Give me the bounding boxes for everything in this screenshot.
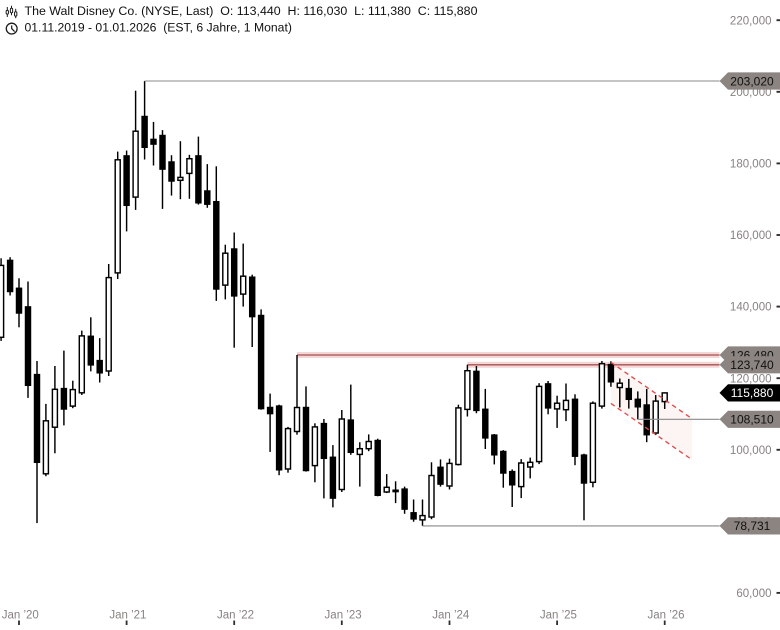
svg-text:60,000: 60,000 — [736, 588, 771, 600]
svg-text:115,880: 115,880 — [731, 386, 774, 400]
svg-text:Jan ’24: Jan ’24 — [432, 610, 470, 622]
svg-text:Jan ’26: Jan ’26 — [647, 610, 684, 622]
svg-text:120,000: 120,000 — [730, 373, 772, 385]
svg-text:01.11.2019 - 01.01.2026 (EST,: 01.11.2019 - 01.01.2026 (EST, 6 Jahre, 1… — [25, 21, 292, 35]
svg-text:123,740: 123,740 — [730, 358, 774, 372]
svg-text:203,020: 203,020 — [730, 74, 774, 88]
svg-text:Jan ’21: Jan ’21 — [109, 610, 146, 622]
svg-text:160,000: 160,000 — [730, 230, 772, 242]
svg-text:140,000: 140,000 — [730, 302, 772, 314]
svg-text:220,000: 220,000 — [730, 15, 772, 27]
svg-text:100,000: 100,000 — [730, 445, 772, 457]
svg-text:200,000: 200,000 — [730, 87, 772, 99]
svg-text:78,731: 78,731 — [734, 519, 771, 533]
svg-text:Jan ’22: Jan ’22 — [217, 610, 254, 622]
svg-text:The Walt Disney Co. (NYSE, Las: The Walt Disney Co. (NYSE, Last) O: 113,… — [25, 4, 478, 18]
svg-text:Jan ’23: Jan ’23 — [325, 610, 362, 622]
svg-text:Jan ’20: Jan ’20 — [2, 610, 39, 622]
svg-text:108,510: 108,510 — [730, 413, 774, 427]
svg-text:180,000: 180,000 — [730, 159, 772, 171]
svg-text:Jan ’25: Jan ’25 — [540, 610, 577, 622]
